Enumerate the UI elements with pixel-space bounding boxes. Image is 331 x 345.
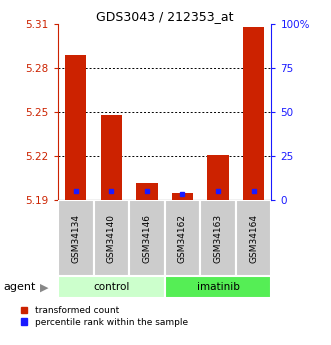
Bar <box>200 200 236 276</box>
Title: GDS3043 / 212353_at: GDS3043 / 212353_at <box>96 10 233 23</box>
Text: GSM34164: GSM34164 <box>249 214 258 263</box>
Text: agent: agent <box>3 282 36 292</box>
Bar <box>65 55 86 200</box>
Bar <box>101 115 122 200</box>
Text: GSM34146: GSM34146 <box>142 214 151 263</box>
Bar <box>136 183 158 200</box>
Text: control: control <box>93 282 129 292</box>
Text: GSM34134: GSM34134 <box>71 214 80 263</box>
Text: GSM34162: GSM34162 <box>178 214 187 263</box>
Text: imatinib: imatinib <box>197 282 240 292</box>
Bar <box>172 193 193 200</box>
Bar <box>243 27 264 200</box>
Bar <box>236 200 271 276</box>
Bar <box>58 276 165 298</box>
Text: ▶: ▶ <box>40 282 48 292</box>
Bar <box>207 155 229 200</box>
Text: GSM34140: GSM34140 <box>107 214 116 263</box>
Legend: transformed count, percentile rank within the sample: transformed count, percentile rank withi… <box>21 306 188 327</box>
Bar <box>165 200 200 276</box>
Text: GSM34163: GSM34163 <box>213 214 222 263</box>
Bar <box>58 200 93 276</box>
Bar <box>129 200 165 276</box>
Bar <box>93 200 129 276</box>
Bar <box>165 276 271 298</box>
